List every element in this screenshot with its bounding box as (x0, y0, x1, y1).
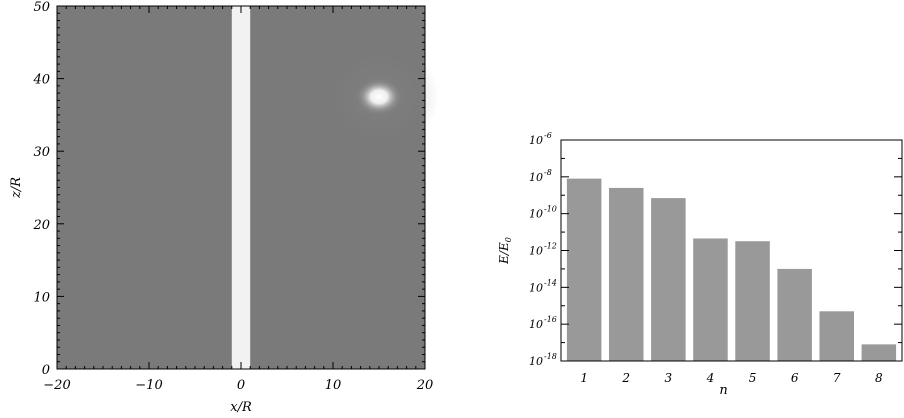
bar (608, 187, 644, 361)
heatmap-y-tick-label: 20 (32, 218, 50, 233)
heatmap-x-tick-label: 20 (416, 378, 434, 393)
bar-y-tick-label-base: 10 (529, 134, 543, 147)
bar-x-tick-label: 3 (665, 371, 673, 385)
bar-y-tick-label-exponent: -12 (544, 242, 557, 251)
heatmap-y-axis-label: z/R (9, 177, 24, 199)
bar-y-tick-label-base: 10 (529, 355, 543, 368)
bar-y-tick-label-exponent: -18 (544, 352, 557, 361)
bar (777, 268, 812, 361)
bar-y-tick-label-exponent: -8 (544, 168, 552, 177)
bar-chart-ticks (561, 139, 902, 362)
heatmap-bright-spot (355, 77, 403, 116)
bar-x-tick-label: 5 (749, 371, 757, 385)
bar-y-tick-label-exponent: -16 (544, 315, 557, 324)
bar-y-tick-label-base: 10 (529, 171, 543, 184)
bar-y-tick-label-base: 10 (529, 208, 543, 221)
heatmap-x-tick-label: −10 (135, 378, 162, 393)
bar-x-tick-label: 1 (580, 371, 588, 385)
heatmap-frame (56, 5, 426, 370)
bar (566, 178, 602, 361)
bar-chart-bars (566, 178, 897, 361)
bar-chart-y-axis-label-main: E/E (497, 242, 511, 265)
heatmap-y-tick-label: 30 (33, 145, 50, 160)
heatmap-x-tick-label: 10 (325, 378, 342, 393)
heatmap-y-tick-label: 10 (33, 290, 50, 305)
bar-chart-frame (560, 139, 903, 362)
bar-y-tick-label-base: 10 (529, 281, 543, 294)
bar-x-tick-label: 2 (621, 371, 630, 385)
heatmap-y-tick-label: 50 (33, 0, 50, 15)
bar (735, 241, 770, 361)
bar (693, 238, 728, 361)
bar (861, 344, 897, 361)
bar-x-tick-label: 7 (833, 371, 841, 385)
bar-y-tick-label-exponent: -10 (544, 205, 557, 214)
bar-x-tick-label: 4 (706, 371, 715, 385)
bar-y-tick-label-exponent: -6 (544, 131, 552, 140)
bar-chart-y-axis-label-subscript: 0 (504, 237, 513, 242)
heatmap-panel: −20 −10 0 10 20 0 10 20 30 40 50 x/R z/R (9, 0, 439, 415)
heatmap-y-tick-label: 0 (42, 363, 50, 378)
bar-x-tick-label: 6 (791, 371, 799, 385)
heatmap-y-tick-label: 40 (32, 73, 50, 88)
bar (651, 198, 686, 361)
heatmap-x-tick-label: −20 (43, 378, 70, 393)
bar-chart-y-axis-label: E/E0 (497, 237, 513, 265)
heatmap-x-tick-label: 0 (237, 378, 245, 393)
bar (819, 311, 855, 361)
heatmap-x-axis-label: x/R (230, 400, 252, 415)
heatmap-tick-labels: −20 −10 0 10 20 0 10 20 30 40 50 (32, 0, 433, 393)
bar-y-tick-label-base: 10 (529, 318, 543, 331)
heatmap-vertical-band (231, 6, 251, 369)
bar-y-tick-label-base: 10 (529, 245, 543, 258)
bar-x-tick-label: 8 (875, 371, 883, 385)
bar-chart-x-axis-label: n (719, 383, 727, 398)
bar-y-tick-label-exponent: -14 (544, 278, 557, 287)
